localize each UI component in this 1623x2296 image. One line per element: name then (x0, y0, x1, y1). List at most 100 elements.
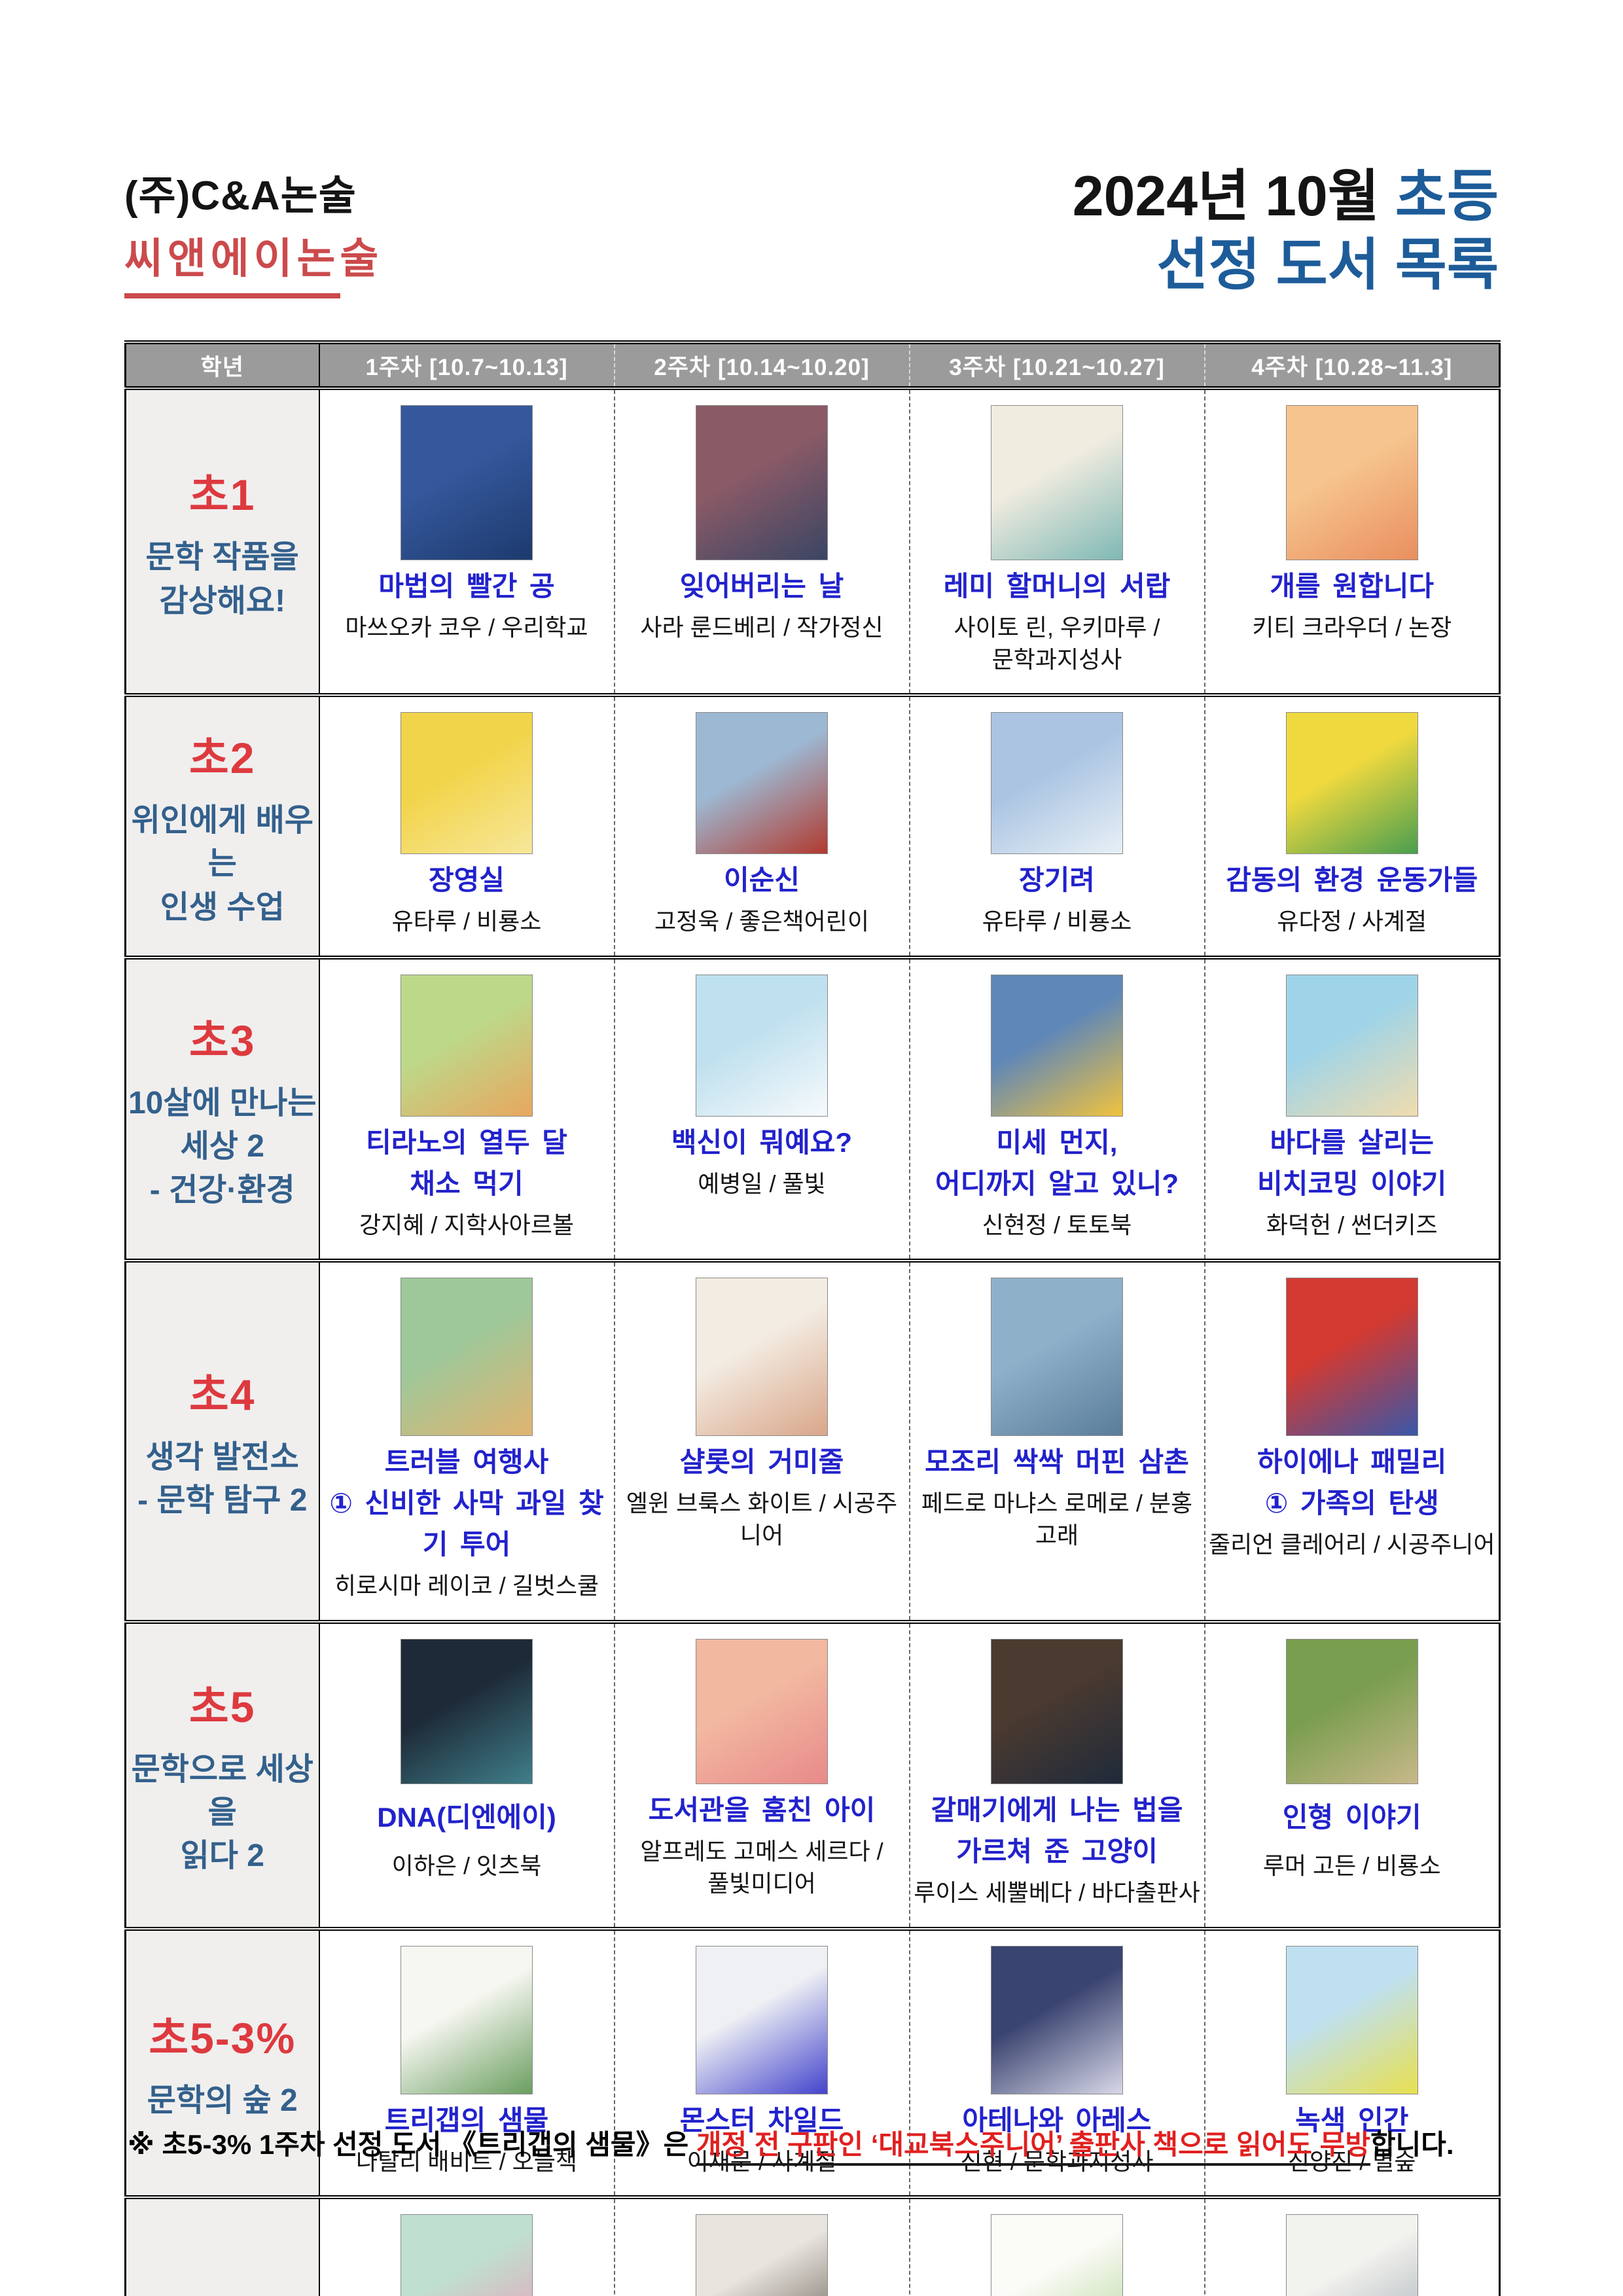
book-cell: 이순신 고정욱 / 좋은책어린이 (613, 693, 910, 958)
grade-cell: 초3 10살에 만나는 세상 2 - 건강·환경 (125, 955, 320, 1261)
book-cell: 홍길동전 - 춤추는 소매바람을 따라 휘날리니류수열 / 나라말 (613, 2195, 910, 2296)
book-cell: 백신이 뭐예요? 예병일 / 풀빛 (613, 955, 910, 1261)
page-title-line1: 2024년 10월 초등 (1073, 162, 1499, 231)
book-author-publisher: 이하은 / 잇츠북 (392, 1850, 542, 1882)
book-cover (401, 1278, 533, 1437)
book-cover (1285, 1638, 1418, 1784)
book-author-line: 문학과지성사 (991, 645, 1122, 673)
book-title: 아테나와 아레스 (958, 2094, 1155, 2146)
grade-cell: 초1 문학 작품을 감상해요! (125, 386, 320, 696)
book-cell: 트러블 여행사 ① 신비한 사막 과일 찾기 투어 히로시마 레이코 / 길벗스쿨 (319, 1259, 615, 1622)
table-row: 초5-3% 문학의 숲 2 트리갭의 샘물 나탈리 배비트 / 오늘책 몬스터 차일드 이… (125, 1926, 1500, 2198)
book-selection-table: 학년 1주차 [10.7~10.13] 2주차 [10.14~10.20] 3주차 [… (124, 340, 1501, 2296)
book-author-publisher: 유타루 / 비룡소 (982, 906, 1132, 938)
book-cell: 티라노의 열두 달 채소 먹기 강지혜 / 지학사아르볼 (319, 955, 615, 1261)
header-grade: 학년 (125, 340, 320, 390)
book-title-line: 비치코밍 이야기 (1257, 1168, 1447, 1199)
book-title-line: 개를 원합니다 (1270, 571, 1434, 601)
book-title: 잊어버리는 날 (676, 560, 848, 612)
book-author-publisher: 마쓰오카 코우 / 우리학교 (345, 612, 588, 644)
book-cell: 미세 먼지, 어디까지 알고 있니? 신현정 / 토토북 (908, 955, 1205, 1261)
book-author-publisher: 화덕헌 / 썬더키즈 (1266, 1210, 1438, 1242)
book-cover (991, 974, 1123, 1117)
grade-label: 초5 (189, 1682, 256, 1731)
book-title-line: 장영실 (429, 865, 505, 896)
book-author-line: 유다정 / 사계절 (1277, 908, 1427, 935)
grade-label: 초5-3% (149, 2013, 296, 2062)
book-cell: 녹색 인간 신양진 / 별숲 (1204, 1926, 1500, 2198)
table-header-row: 학년 1주차 [10.7~10.13] 2주차 [10.14~10.20] 3주차 [… (125, 340, 1500, 390)
book-author-line: 이재문 / 사계절 (687, 2147, 837, 2175)
book-title: 백신이 뭐예요? (668, 1117, 856, 1168)
table-row: 초5 문학으로 세상을 읽다 2 DNA(디엔에이) 이하은 / 잇츠북 도서관을 훔친 … (125, 1619, 1500, 1929)
book-author-line: 화덕헌 / 썬더키즈 (1266, 1211, 1438, 1238)
book-author-line: 히로시마 레이코 / 길벗스쿨 (334, 1572, 599, 1600)
book-title-line: 인형 이야기 (1282, 1802, 1421, 1833)
footnote-highlight: 개정 전 구판인 ‘대교북스주니어’ 출판사 책으로 읽어도 무방 (696, 2129, 1370, 2166)
book-cover (1285, 405, 1418, 560)
book-author-publisher: 루머 고든 / 비룡소 (1263, 1850, 1441, 1882)
book-author-publisher: 페드로 마냐스 로메로 / 분홍고래 (911, 1488, 1204, 1551)
book-author-line: 엘윈 브룩스 화이트 / 시공주니어 (626, 1490, 898, 1549)
book-cover (1285, 2214, 1418, 2296)
book-author-publisher: 이재문 / 사계절 (687, 2146, 837, 2178)
book-author-line: 신현정 / 토토북 (982, 1211, 1132, 1238)
page-header: (주)C&A논술 씨앤에이논술 2024년 10월 초등 선정 도서 목록 (124, 162, 1499, 300)
book-title-line: 아테나와 아레스 (962, 2104, 1152, 2136)
book-title-line: 어디까지 알고 있니? (935, 1168, 1179, 1199)
theme-label: 문학의 숲 2 (127, 2079, 318, 2123)
book-title-line: 샬롯의 거미줄 (679, 1446, 844, 1478)
logo-underline (124, 293, 340, 298)
book-author-line: 이하은 / 잇츠북 (391, 1852, 542, 1880)
theme-line: 위인에게 배우는 (131, 803, 313, 882)
book-cover (696, 974, 828, 1117)
book-author-publisher: 고정욱 / 좋은책어린이 (654, 906, 869, 938)
grade-cell: 초6베스트 컬렉션 4 (125, 2195, 320, 2296)
book-author-publisher: 루이스 세뿔베다 / 바다출판사 (914, 1877, 1200, 1909)
book-title: 갈매기에게 나는 법을 가르쳐 준 고양이 (927, 1784, 1186, 1877)
book-cover (696, 1638, 828, 1784)
book-title-line: 바다를 살리는 (1270, 1126, 1434, 1158)
title-year-month: 2024년 10월 (1072, 165, 1380, 228)
book-author-line: 루이스 세뿔베다 / 바다출판사 (914, 1878, 1200, 1906)
book-title: 몬스터 차일드 (676, 2094, 848, 2146)
book-author-publisher: 알프레도 고메스 세르다 / 풀빛미디어 (640, 1836, 883, 1899)
book-cell: 레미 할머니의 서랍 사이토 린, 우키마루 / 문학과지성사 (908, 386, 1205, 696)
book-title: 트러블 여행사 ① 신비한 사막 과일 찾기 투어 (321, 1436, 613, 1570)
theme-line: 문학의 숲 2 (147, 2083, 298, 2118)
book-title: 샬롯의 거미줄 (676, 1436, 848, 1488)
book-author-line: 키티 크라우더 / 논장 (1252, 614, 1452, 641)
footnote-prefix: ※ 초5-3% 1주차 선정 도서 《트리갭의 샘물》은 (128, 2129, 696, 2160)
book-cover (1285, 1278, 1418, 1437)
book-title-line: ① 가족의 탄생 (1264, 1488, 1439, 1519)
theme-label: 10살에 만나는 세상 2 - 건강·환경 (127, 1082, 318, 1212)
book-author-publisher: 히로시마 레이코 / 길벗스쿨 (334, 1570, 599, 1602)
book-title: 미세 먼지, 어디까지 알고 있니? (931, 1117, 1183, 1210)
table-row: 초2 위인에게 배우는 인생 수업 장영실 유타루 / 비룡소 이순신 고정욱 / 좋은책어… (125, 693, 1500, 958)
header-week-3: 3주차 [10.21~10.27] (908, 340, 1205, 390)
grade-cell: 초4 생각 발전소 - 문학 탐구 2 (125, 1259, 320, 1622)
book-title: 도서관을 훔친 아이 (645, 1784, 879, 1836)
book-cell: DNA(디엔에이) 이하은 / 잇츠북 (319, 1619, 615, 1929)
book-author-line: 유타루 / 비룡소 (391, 908, 542, 935)
book-author-line: 신현 / 문학과지성사 (960, 2147, 1154, 2175)
book-title-line: 미세 먼지, (996, 1126, 1118, 1158)
book-title-line: 레미 할머니의 서랍 (943, 571, 1171, 601)
book-title: 개를 원합니다 (1266, 560, 1438, 612)
book-cover (401, 1945, 533, 2094)
book-title: 장영실 (425, 854, 508, 906)
book-author-publisher: 나탈리 배비트 / 오늘책 (356, 2146, 577, 2178)
book-title: 녹색 인간 (1291, 2094, 1412, 2146)
table-row: 초1 문학 작품을 감상해요! 마법의 빨간 공 마쓰오카 코우 / 우리학교 잊어버리는… (125, 386, 1500, 696)
theme-line: 문학 작품을 (145, 540, 299, 575)
book-cover (991, 1945, 1123, 2094)
book-author-line: 루머 고든 / 비룡소 (1262, 1852, 1441, 1880)
book-title: 마법의 빨간 공 (374, 560, 558, 612)
theme-line: 생각 발전소 (145, 1439, 299, 1475)
book-title-line: 모조리 싹싹 머핀 삼촌 (925, 1446, 1189, 1478)
theme-line: 인생 수업 (160, 889, 285, 925)
